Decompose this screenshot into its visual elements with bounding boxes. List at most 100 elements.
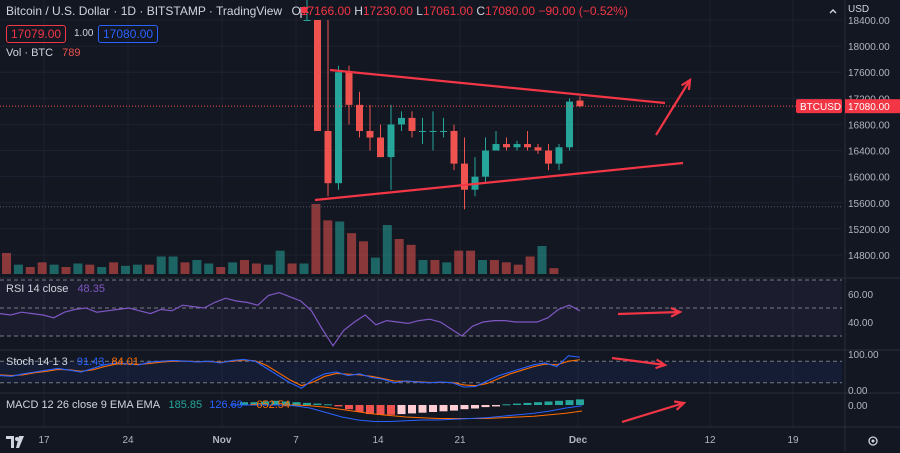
macd-histogram-bar [366, 405, 374, 415]
volume-bar [382, 225, 392, 274]
macd-histogram-bar [429, 405, 437, 412]
stoch-tick-label: 100.00 [848, 350, 879, 361]
macd-tick-label: 0.00 [848, 401, 868, 412]
macd-histogram-bar [303, 402, 311, 405]
macd-histogram-bar [334, 405, 343, 407]
candle-body [408, 117, 416, 131]
candle-body [524, 144, 531, 148]
rsi-legend[interactable]: RSI 14 close 48.35 [6, 283, 105, 295]
quantity-field[interactable]: 1.00 [74, 28, 94, 39]
time-axis: 17 24 Nov 7 14 21 Dec 12 19 [38, 435, 799, 446]
macd-arrow [621, 401, 685, 424]
stoch-legend[interactable]: Stoch 14 1 3 91.43 84.01 [6, 356, 139, 368]
volume-bar [323, 220, 333, 274]
price-tick-label: 18000.00 [848, 42, 890, 53]
price-tick-label: 15600.00 [848, 199, 890, 210]
price-tick-label: 18400.00 [848, 16, 890, 27]
symbol-tag-bg [796, 99, 842, 114]
time-tick-label: 7 [293, 435, 299, 446]
volume-legend[interactable]: Vol · BTC 789 [6, 47, 81, 59]
volume-bar [466, 250, 476, 274]
volume-bar [489, 260, 499, 274]
stoch-band [0, 361, 842, 383]
macd-histogram-bar [523, 402, 532, 405]
stoch-tick-label: 0.00 [848, 386, 868, 397]
macd-histogram-bar [471, 405, 479, 409]
macd-histogram-bar [355, 405, 364, 412]
currency-label[interactable]: USD [848, 4, 870, 15]
high-value: 17230.00 [362, 4, 413, 18]
open-label: O [291, 4, 301, 18]
symbol-title[interactable]: Bitcoin / U.S. Dollar · 1D · BITSTAMP · … [6, 4, 283, 18]
breakout-arrow [655, 79, 691, 136]
time-tick-label: 14 [372, 435, 384, 446]
volume-bar [418, 260, 428, 274]
volume-bar [25, 267, 35, 274]
indicator-lines [0, 279, 842, 423]
candle-body [566, 101, 573, 148]
volume-bar [501, 262, 511, 274]
macd-legend[interactable]: MACD 12 26 close 9 EMA EMA 185.85 126.69… [6, 399, 290, 411]
volume-bar [228, 262, 238, 274]
buy-price-button[interactable]: 17080.00 [98, 25, 159, 43]
volume-legend-label: Vol · BTC [6, 47, 54, 59]
volume-bar [370, 257, 380, 274]
volume-bar [299, 263, 309, 274]
volume-bar [37, 262, 47, 274]
rsi-arrow [617, 310, 681, 316]
volume-legend-value: 789 [62, 47, 81, 59]
volume-bar [85, 264, 95, 274]
sell-price-button[interactable]: 17079.00 [6, 25, 67, 43]
volume-bar [97, 267, 107, 274]
settings-gear-icon[interactable] [866, 434, 880, 448]
time-tick-label: Nov [213, 435, 232, 446]
collapse-icon[interactable] [826, 4, 840, 18]
rsi-legend-label: RSI 14 close [6, 283, 69, 295]
price-tick-label: 17600.00 [848, 68, 890, 79]
volume-bar [454, 250, 464, 274]
macd-histogram-bar [313, 403, 322, 405]
price-tag-bg [845, 99, 900, 114]
time-tick-label: 12 [704, 435, 716, 446]
flag-icon[interactable] [298, 5, 312, 19]
candle-body [429, 130, 437, 132]
macd-histogram-bar [502, 404, 511, 406]
volume-bar [180, 262, 190, 274]
candle-body [398, 117, 405, 125]
stoch-k-value: 91.43 [76, 356, 105, 368]
volume-bar [73, 263, 83, 274]
volume-bar [144, 264, 154, 274]
macd-line-value: 126.69 [209, 399, 243, 411]
rsi-legend-value: 48.35 [77, 283, 105, 295]
volume-bar [132, 264, 142, 274]
time-tick-label: 19 [787, 435, 799, 446]
volume-bar [109, 262, 119, 274]
macd-histogram-bar [513, 403, 521, 405]
price-tick-label: 16400.00 [848, 147, 890, 158]
rsi-tick-label: 40.00 [848, 318, 873, 329]
candle-body [419, 130, 426, 132]
macd-histogram-bar [418, 405, 427, 413]
candle-body [534, 147, 542, 151]
volume-bar [168, 256, 178, 274]
candlesticks[interactable] [303, 0, 584, 210]
upper-trendline [329, 68, 666, 105]
macd-histogram-bar [282, 401, 290, 405]
volume-bar [216, 267, 226, 274]
volume-bar [204, 263, 214, 274]
tradingview-logo-icon [6, 435, 26, 449]
volume-bar [251, 263, 261, 274]
macd-histogram-bar [555, 400, 563, 405]
time-tick-label: Dec [569, 435, 588, 446]
candle-body [482, 150, 489, 177]
volume-bar [121, 265, 130, 274]
volume-bar [2, 253, 11, 274]
volume-bar [263, 264, 273, 274]
candle-body [324, 130, 332, 184]
macd-arrow-head [673, 400, 687, 411]
volume-bar [406, 244, 416, 274]
macd-histogram-bar [481, 405, 490, 408]
volume-bar [13, 264, 23, 274]
stoch-arrow [611, 356, 666, 367]
